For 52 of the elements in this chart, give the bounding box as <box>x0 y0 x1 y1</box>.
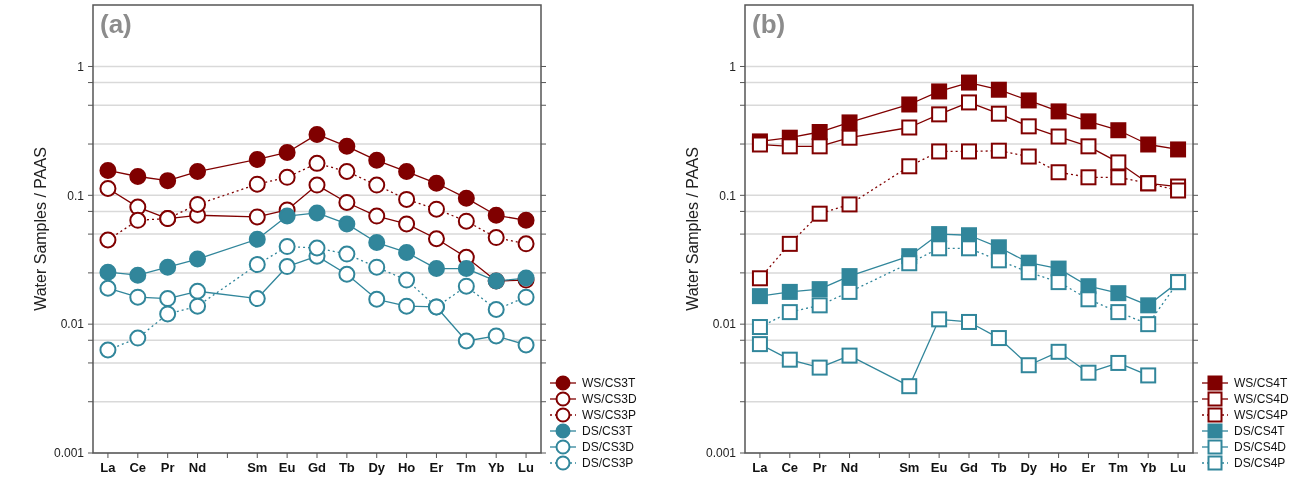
legend-label: WS/CS4T <box>1234 376 1289 391</box>
y-tick-label: 0.1 <box>67 188 85 203</box>
x-tick-label: Er <box>1081 460 1096 475</box>
legend-label: DS/CS3P <box>582 456 634 471</box>
y-axis-title: Water Samples / PAAS <box>32 147 49 311</box>
x-tick-label: Eu <box>930 460 948 475</box>
x-tick-label: Ce <box>781 460 799 475</box>
legend-label: WS/CS4D <box>1234 392 1290 407</box>
x-tick-label: Nd <box>840 460 859 475</box>
legend-label: DS/CS4D <box>1234 440 1287 455</box>
x-tick-label: Gd <box>959 460 979 475</box>
x-tick-label: Gd <box>307 460 327 475</box>
x-tick-label: Ce <box>129 460 147 475</box>
y-axis-title: Water Samples / PAAS <box>684 147 701 311</box>
y-tick-label: 0.001 <box>705 446 737 461</box>
x-tick-label: Tm <box>456 460 477 475</box>
x-tick-label: Lu <box>518 460 535 475</box>
y-tick-label: 0.1 <box>719 188 737 203</box>
legend-label: WS/CS3P <box>582 408 637 423</box>
legend-label: DS/CS3T <box>582 424 634 439</box>
x-tick-label: Pr <box>160 460 175 475</box>
legend-label: WS/CS3D <box>582 392 638 407</box>
x-tick-label: Yb <box>1139 460 1157 475</box>
legend-label: WS/CS4P <box>1234 408 1289 423</box>
y-tick-label: 0.001 <box>53 446 85 461</box>
y-tick-label: 0.01 <box>60 317 85 332</box>
legend-label: WS/CS3T <box>582 376 637 391</box>
x-tick-label: Tb <box>338 460 355 475</box>
chart-title: (a) <box>100 9 132 39</box>
x-tick-label: La <box>752 460 769 475</box>
x-tick-label: Eu <box>278 460 296 475</box>
y-tick-label: 1 <box>77 59 85 74</box>
x-tick-label: Yb <box>487 460 505 475</box>
x-tick-label: Er <box>429 460 444 475</box>
x-tick-label: Sm <box>247 460 268 475</box>
x-tick-label: Dy <box>368 460 386 475</box>
chart-title: (b) <box>752 9 786 39</box>
x-tick-label: Tb <box>990 460 1007 475</box>
legend-label: DS/CS4P <box>1234 456 1286 471</box>
legend-label: DS/CS3D <box>582 440 635 455</box>
y-tick-label: 1 <box>729 59 737 74</box>
x-tick-label: La <box>100 460 117 475</box>
x-tick-label: Ho <box>397 460 416 475</box>
x-tick-label: Pr <box>812 460 827 475</box>
x-tick-label: Tm <box>1108 460 1129 475</box>
x-tick-label: Nd <box>188 460 207 475</box>
x-tick-label: Sm <box>899 460 920 475</box>
x-tick-label: Lu <box>1170 460 1187 475</box>
x-tick-label: Ho <box>1049 460 1068 475</box>
legend-label: DS/CS4T <box>1234 424 1286 439</box>
y-tick-label: 0.01 <box>712 317 737 332</box>
x-tick-label: Dy <box>1020 460 1038 475</box>
